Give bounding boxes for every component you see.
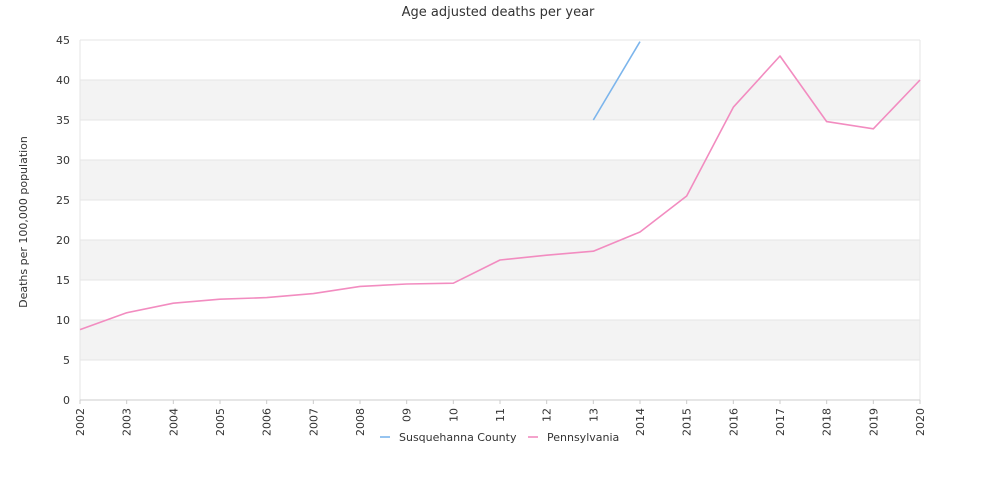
x-tick-label: 2006 bbox=[261, 408, 274, 436]
x-tick-label: 2018 bbox=[821, 408, 834, 436]
legend-item-label: Susquehanna County bbox=[399, 431, 517, 444]
y-tick-label: 45 bbox=[56, 34, 70, 47]
series-line-0 bbox=[592, 41, 641, 121]
x-tick-label: 11 bbox=[494, 408, 507, 422]
x-tick-label: 2007 bbox=[307, 408, 320, 436]
x-tick-label: 12 bbox=[541, 408, 554, 422]
x-tick-label: 2002 bbox=[74, 408, 87, 436]
y-axis-ticks: 0 5 10 15 20 25 30 35 40 45 bbox=[56, 34, 70, 407]
y-tick-label: 20 bbox=[56, 234, 70, 247]
y-tick-label: 10 bbox=[56, 314, 70, 327]
x-tick-label: 2005 bbox=[214, 408, 227, 436]
y-axis-label: Deaths per 100,000 population bbox=[17, 136, 30, 308]
grid-band bbox=[80, 320, 920, 360]
legend-item-label: Pennsylvania bbox=[547, 431, 619, 444]
x-tick-label: 2004 bbox=[167, 408, 180, 436]
x-tick-label: 13 bbox=[587, 408, 600, 422]
grid-band bbox=[80, 160, 920, 200]
y-tick-label: 15 bbox=[56, 274, 70, 287]
x-tick-label: 2017 bbox=[774, 408, 787, 436]
series-lines bbox=[79, 41, 921, 331]
x-tick-label: 10 bbox=[447, 408, 460, 422]
x-tick-label: 2019 bbox=[867, 408, 880, 436]
legend: Susquehanna County Pennsylvania bbox=[380, 431, 619, 444]
y-tick-label: 40 bbox=[56, 74, 70, 87]
y-tick-label: 25 bbox=[56, 194, 70, 207]
series-line-1 bbox=[79, 55, 921, 331]
chart-title: Age adjusted deaths per year bbox=[402, 5, 595, 20]
y-tick-label: 35 bbox=[56, 114, 70, 127]
x-tick-label: 2020 bbox=[914, 408, 927, 436]
x-tick-label: 2015 bbox=[681, 408, 694, 436]
y-tick-label: 30 bbox=[56, 154, 70, 167]
y-tick-label: 0 bbox=[63, 394, 70, 407]
grid-band bbox=[80, 80, 920, 120]
plot-background bbox=[80, 40, 920, 400]
x-tick-label: 2016 bbox=[727, 408, 740, 436]
x-tick-label: 09 bbox=[401, 408, 414, 422]
x-tick-label: 2003 bbox=[121, 408, 134, 436]
x-axis-ticks: 2002 2003 2004 2005 2006 2007 2008 09 10 11 12 13 20… bbox=[74, 400, 927, 436]
x-tick-label: 2008 bbox=[354, 408, 367, 436]
y-tick-label: 5 bbox=[63, 354, 70, 367]
x-tick-label: 2014 bbox=[634, 408, 647, 436]
